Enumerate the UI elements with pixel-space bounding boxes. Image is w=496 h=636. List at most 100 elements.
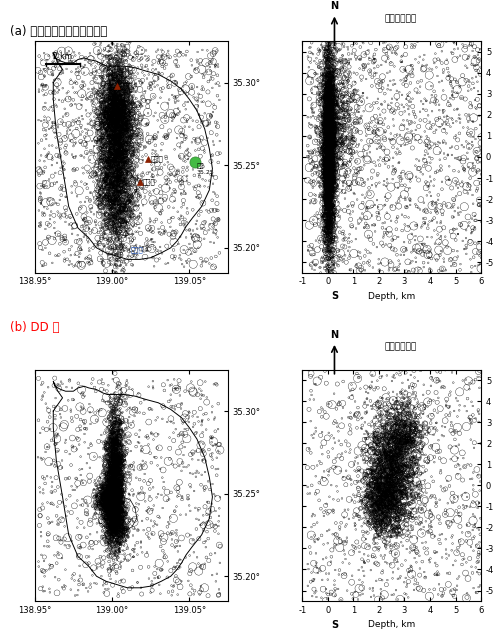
Point [117,469,124,480]
Point [101,473,109,483]
Point [347,134,355,144]
Point [456,265,464,275]
Point [390,464,398,474]
Point [307,548,314,558]
Point [114,137,122,147]
Point [474,50,482,60]
Point [110,139,118,149]
Point [114,100,122,111]
Point [376,486,384,496]
Point [403,424,411,434]
Point [104,84,112,94]
Point [323,102,331,113]
Point [320,116,328,126]
Point [162,494,170,504]
Point [113,151,121,162]
Point [458,140,466,150]
Point [319,55,327,65]
Point [126,112,134,122]
Point [117,135,125,145]
Point [398,467,406,477]
Point [321,187,329,197]
Point [377,507,385,517]
Point [400,448,408,458]
Point [403,536,411,546]
Point [324,46,332,57]
Point [188,137,196,148]
Point [89,374,97,384]
Point [333,214,341,224]
Point [401,418,409,428]
Point [116,187,124,197]
Point [58,190,65,200]
Point [101,487,109,497]
Point [113,122,121,132]
Point [193,412,201,422]
Point [400,489,408,499]
Point [377,478,385,488]
Point [154,127,162,137]
Point [93,90,101,100]
Point [202,205,210,216]
Point [117,205,124,216]
Point [330,231,338,241]
Point [109,509,117,520]
Point [200,537,208,548]
Point [111,500,119,510]
Point [386,135,394,146]
Point [116,91,124,101]
Point [320,507,328,517]
Point [326,154,334,164]
Point [320,160,328,170]
Point [385,489,393,499]
Point [323,146,331,156]
Point [325,119,333,129]
Point [186,225,193,235]
Point [326,108,334,118]
Point [363,148,371,158]
Point [324,39,332,50]
Point [104,502,112,512]
Point [329,137,337,147]
Point [103,495,111,505]
Point [116,494,124,504]
Point [419,99,427,109]
Point [382,526,390,536]
Point [392,507,400,517]
Point [324,137,332,147]
Point [109,159,117,169]
Point [112,202,120,212]
Point [105,495,113,506]
Point [124,532,132,543]
Point [102,109,110,119]
Point [109,491,117,501]
Point [335,170,343,180]
Point [109,90,117,100]
Point [98,221,106,232]
Point [124,118,132,128]
Point [104,492,112,502]
Point [94,487,102,497]
Point [103,495,111,505]
Point [325,291,333,301]
Point [124,118,131,128]
Point [134,105,142,115]
Point [396,430,404,440]
Point [329,140,337,150]
Point [58,553,66,563]
Point [381,192,389,202]
Point [335,154,343,164]
Point [103,93,111,104]
Point [134,525,142,536]
Point [310,584,318,594]
Point [109,122,117,132]
Point [336,524,344,534]
Point [398,481,406,492]
Point [118,130,125,141]
Point [168,230,176,240]
Point [107,504,115,514]
Point [325,211,333,221]
Point [327,136,335,146]
Point [113,478,121,488]
Point [101,436,109,446]
